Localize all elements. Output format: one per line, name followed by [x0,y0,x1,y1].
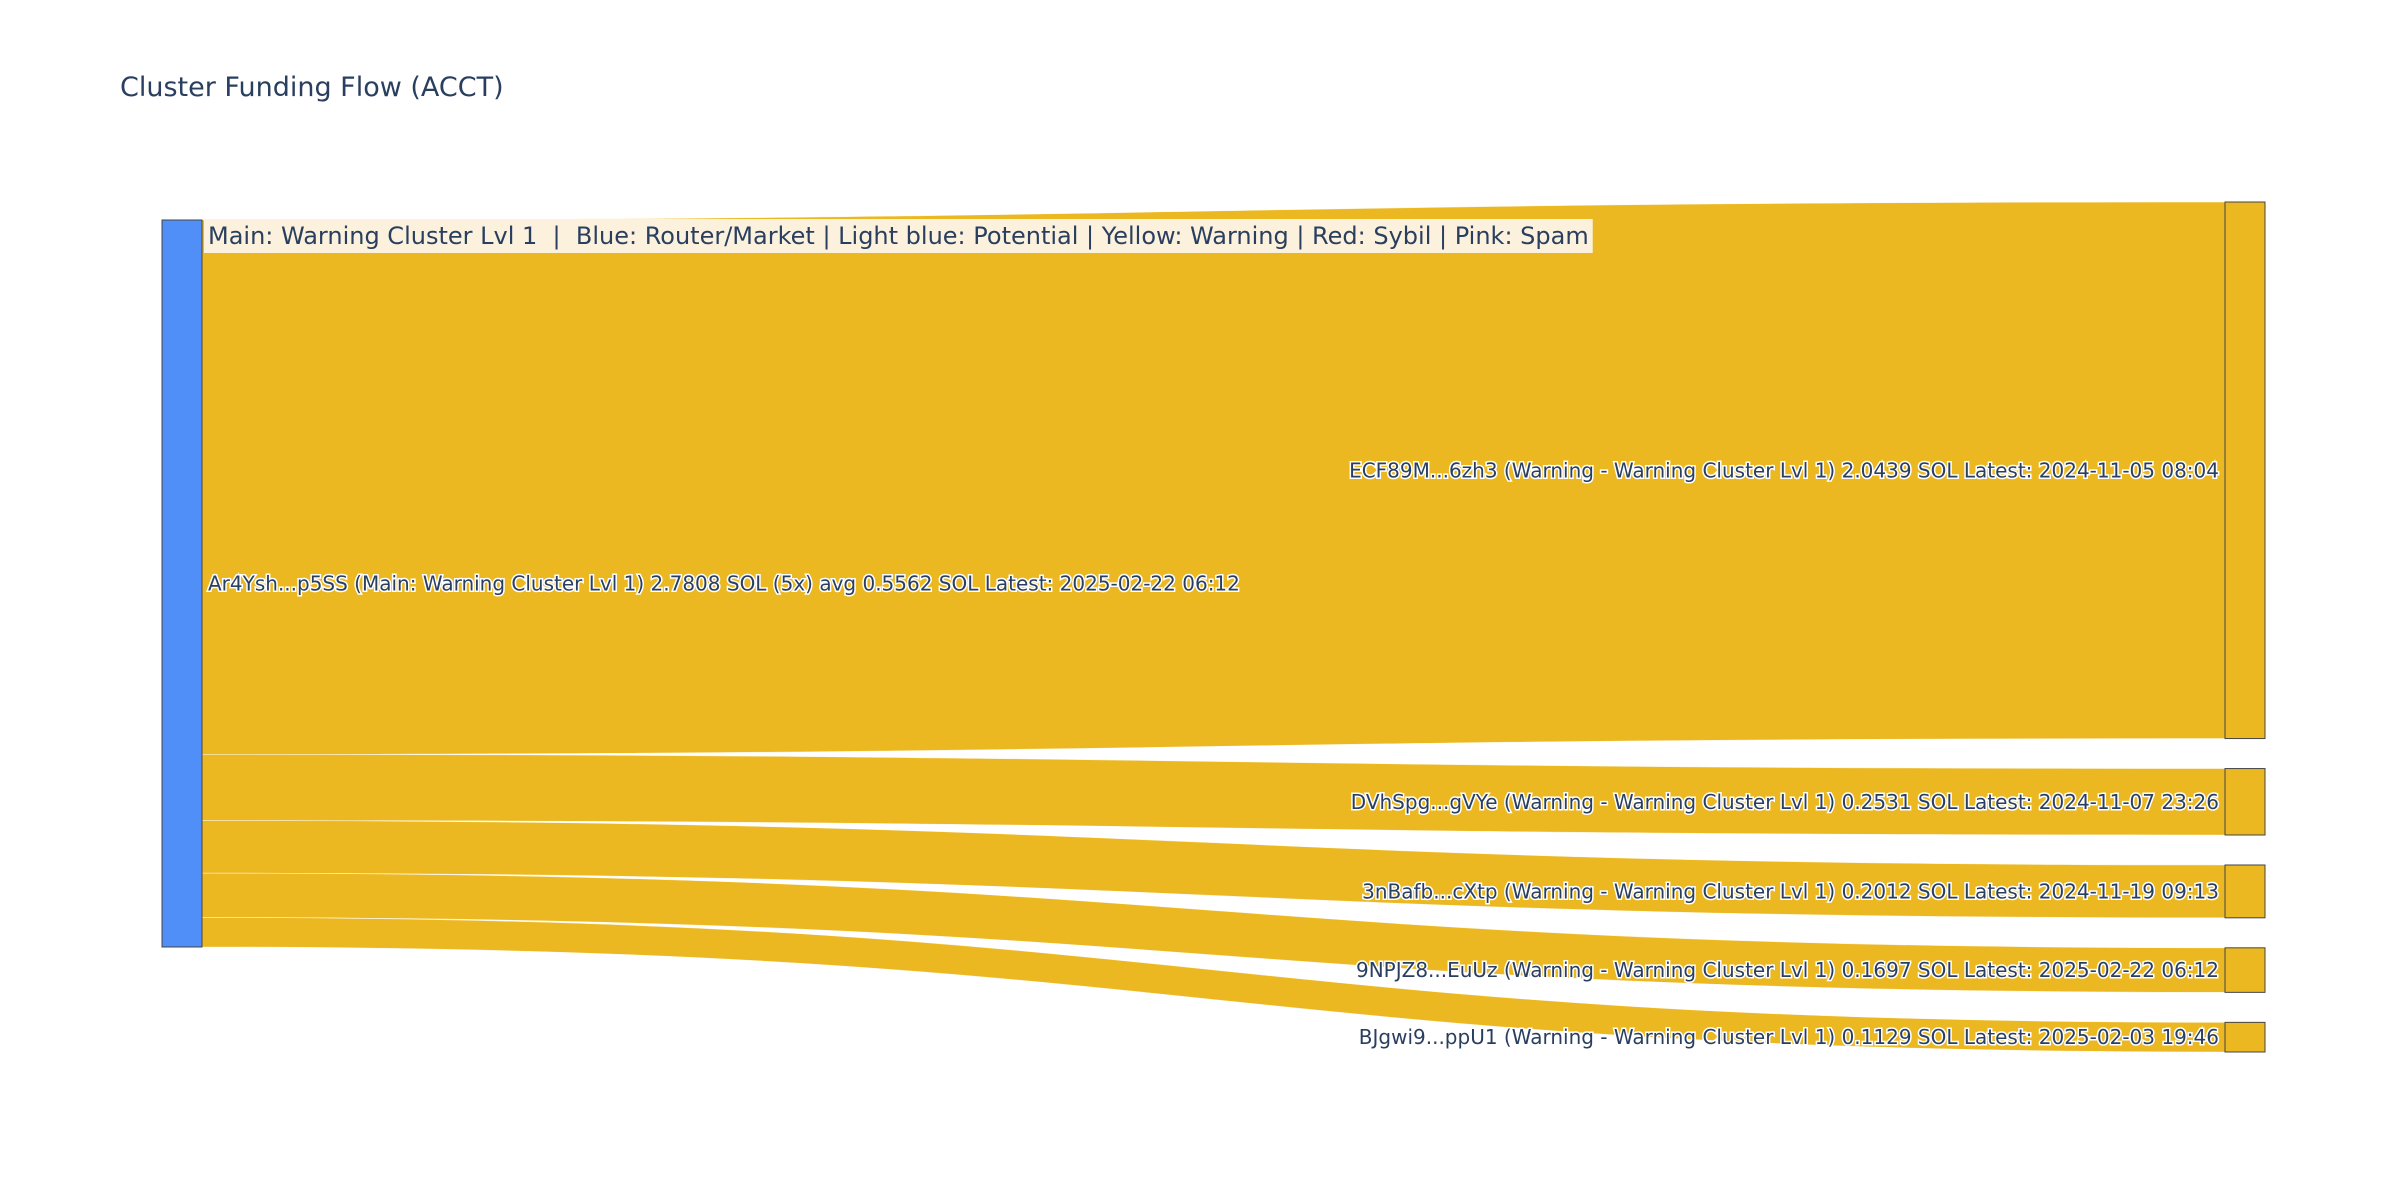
target-node-4 [2224,947,2266,993]
target-node-1 [2224,201,2266,740]
nodes-layer [161,201,2266,1053]
legend-annotation: Main: Warning Cluster Lvl 1 | Blue: Rout… [204,219,1593,253]
target-node-label: BJgwi9...ppU1 (Warning - Warning Cluster… [1359,1025,2219,1049]
target-node-5 [2224,1021,2266,1053]
chart-title: Cluster Funding Flow (ACCT) [120,72,504,103]
legend-annotation-bg [204,219,1593,253]
labels-layer: ECF89M...6zh3 (Warning - Warning Cluster… [204,219,2221,1051]
source-node-label: Ar4Ysh...p5SS (Main: Warning Cluster Lvl… [208,572,1240,596]
target-node-label: 9NPJZ8...EuUz (Warning - Warning Cluster… [1356,958,2219,982]
target-node-3 [2224,864,2266,919]
target-node-label: DVhSpg...gVYe (Warning - Warning Cluster… [1351,790,2219,814]
target-node-label: 3nBafb...cXtp (Warning - Warning Cluster… [1362,879,2219,903]
legend-annotation-text: Main: Warning Cluster Lvl 1 | Blue: Rout… [208,222,1589,250]
target-node-2 [2224,768,2266,836]
target-node-label: ECF89M...6zh3 (Warning - Warning Cluster… [1349,458,2219,482]
source-node [161,219,203,948]
links-layer [201,201,2226,1053]
